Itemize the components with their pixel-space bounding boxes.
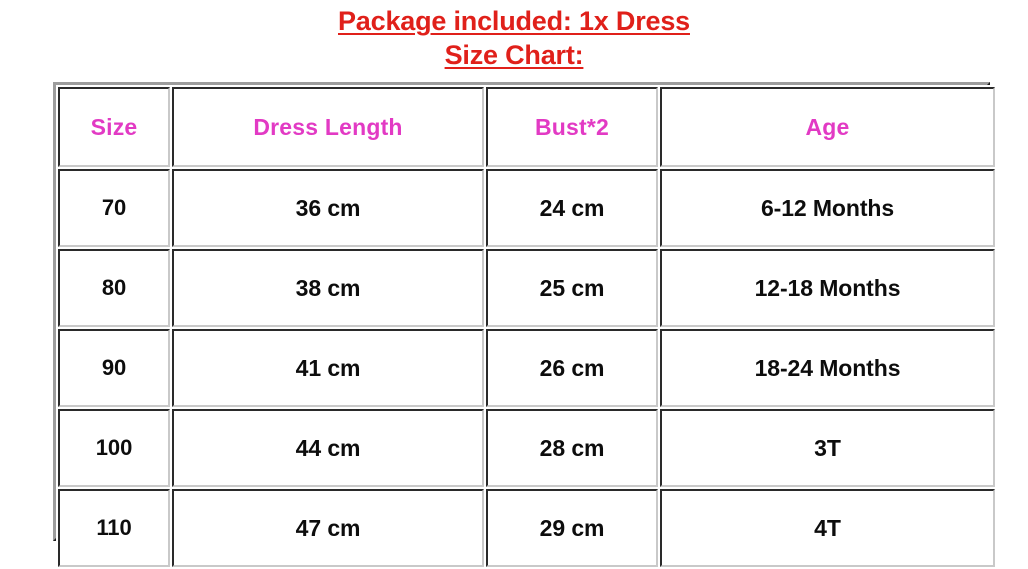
cell-dress-length-value: 38 cm	[295, 275, 361, 301]
cell-size: 70	[58, 169, 170, 247]
cell-size-value: 100	[95, 435, 133, 460]
cell-age-value: 6-12 Months	[760, 195, 895, 221]
table-row: 80 38 cm 25 cm 12-18 Months	[58, 249, 995, 327]
package-included-heading: Package included: 1x Dress	[0, 4, 1028, 38]
table-row: 90 41 cm 26 cm 18-24 Months	[58, 329, 995, 407]
cell-bust-value: 28 cm	[539, 435, 605, 461]
column-header-size: Size	[58, 87, 170, 167]
cell-dress-length: 41 cm	[172, 329, 484, 407]
cell-bust: 28 cm	[486, 409, 658, 487]
cell-dress-length: 38 cm	[172, 249, 484, 327]
column-header-dress-length: Dress Length	[172, 87, 484, 167]
size-chart-table: Size Dress Length Bust*2 Age 70 36 cm 24…	[56, 85, 997, 569]
cell-age: 12-18 Months	[660, 249, 995, 327]
cell-size: 90	[58, 329, 170, 407]
cell-bust-value: 25 cm	[539, 275, 605, 301]
table-body: 70 36 cm 24 cm 6-12 Months 80 38 cm 25 c…	[58, 169, 995, 567]
cell-dress-length: 36 cm	[172, 169, 484, 247]
cell-bust: 25 cm	[486, 249, 658, 327]
cell-dress-length-value: 41 cm	[295, 355, 361, 381]
size-chart-table-wrapper: Size Dress Length Bust*2 Age 70 36 cm 24…	[53, 82, 997, 569]
cell-size: 100	[58, 409, 170, 487]
cell-size: 80	[58, 249, 170, 327]
headings-block: Package included: 1x Dress Size Chart:	[0, 4, 1028, 72]
table-row: 70 36 cm 24 cm 6-12 Months	[58, 169, 995, 247]
cell-bust-value: 24 cm	[539, 195, 605, 221]
cell-age-value: 12-18 Months	[754, 275, 901, 301]
cell-bust-value: 26 cm	[539, 355, 605, 381]
table-row: 110 47 cm 29 cm 4T	[58, 489, 995, 567]
cell-age-value: 4T	[814, 515, 841, 541]
cell-age: 3T	[660, 409, 995, 487]
cell-dress-length: 44 cm	[172, 409, 484, 487]
cell-bust: 26 cm	[486, 329, 658, 407]
table-header-row: Size Dress Length Bust*2 Age	[58, 87, 995, 167]
cell-age: 18-24 Months	[660, 329, 995, 407]
cell-dress-length-value: 47 cm	[295, 515, 361, 541]
cell-size-value: 90	[101, 355, 127, 380]
cell-dress-length: 47 cm	[172, 489, 484, 567]
cell-size-value: 80	[101, 275, 127, 300]
size-chart-heading: Size Chart:	[0, 38, 1028, 72]
column-header-age: Age	[660, 87, 995, 167]
column-header-dress-length-label: Dress Length	[253, 114, 403, 140]
cell-size-value: 70	[101, 195, 127, 220]
cell-bust: 29 cm	[486, 489, 658, 567]
column-header-age-label: Age	[805, 114, 850, 140]
cell-age: 6-12 Months	[660, 169, 995, 247]
cell-dress-length-value: 44 cm	[295, 435, 361, 461]
column-header-bust: Bust*2	[486, 87, 658, 167]
column-header-size-label: Size	[90, 114, 138, 140]
cell-dress-length-value: 36 cm	[295, 195, 361, 221]
size-chart-text: Size Chart:	[444, 40, 584, 70]
cell-size-value: 110	[96, 515, 132, 540]
cell-age: 4T	[660, 489, 995, 567]
package-included-text: Package included: 1x Dress	[338, 6, 690, 36]
cell-bust: 24 cm	[486, 169, 658, 247]
cell-size: 110	[58, 489, 170, 567]
cell-age-value: 18-24 Months	[754, 355, 901, 381]
table-row: 100 44 cm 28 cm 3T	[58, 409, 995, 487]
table-header: Size Dress Length Bust*2 Age	[58, 87, 995, 167]
column-header-bust-label: Bust*2	[534, 114, 610, 140]
cell-age-value: 3T	[814, 435, 841, 461]
cell-bust-value: 29 cm	[539, 515, 605, 541]
